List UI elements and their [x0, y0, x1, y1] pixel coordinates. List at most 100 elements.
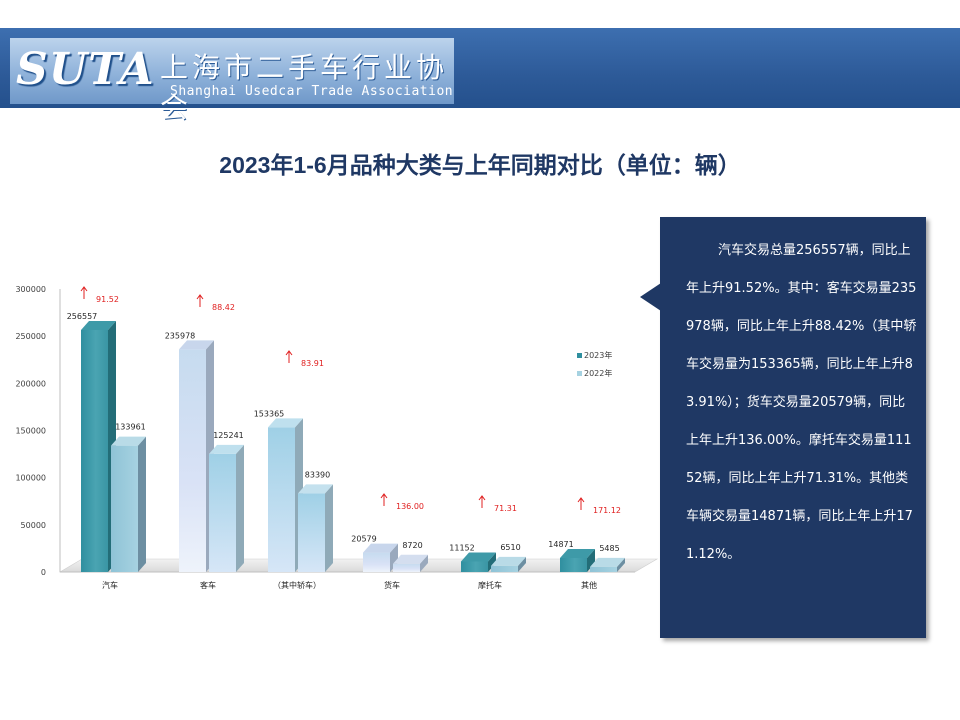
growth-label: 71.31 — [494, 504, 517, 513]
category-label: 客车 — [200, 580, 216, 590]
org-name-chinese: 上海市二手车行业协会 — [160, 51, 449, 124]
bar-2022-3 — [393, 554, 428, 572]
up-arrow-icon — [285, 350, 293, 363]
growth-label: 83.91 — [301, 359, 324, 368]
bar-2022-2-top — [298, 484, 333, 494]
bar-2022-0-front — [111, 445, 138, 572]
bar-2023-2 — [268, 418, 303, 572]
bar-2023-2-front — [268, 427, 295, 572]
bar-2022-1-front — [209, 453, 236, 572]
category-label: 其他 — [581, 580, 597, 590]
bar-2022-2 — [298, 484, 333, 572]
bar-2022-0-side — [138, 436, 146, 572]
bar-2022-1 — [209, 444, 244, 572]
y-tick-label: 150000 — [15, 427, 46, 436]
bar-2023-2-top — [268, 418, 303, 428]
bar-2023-0-top — [81, 320, 116, 330]
up-arrow-icon — [478, 495, 486, 508]
bar-2022-0 — [111, 436, 146, 572]
bar-2022-0-top — [111, 436, 146, 446]
bar-2023-0-front — [81, 329, 108, 572]
bar-2022-3-top — [393, 554, 428, 564]
bar-2023-5-side — [587, 548, 595, 572]
up-arrow-head — [80, 286, 88, 292]
up-arrow-head — [577, 497, 585, 503]
bar-2022-2-front — [298, 493, 325, 572]
category-label: 汽车 — [102, 580, 118, 590]
bar-2022-4-side — [518, 556, 526, 572]
bar-2023-4-top — [461, 552, 496, 562]
up-arrow-icon — [80, 286, 88, 299]
value-label-2023: 14871 — [548, 540, 573, 549]
category-label: 货车 — [384, 580, 400, 590]
bar-2022-1-top — [209, 444, 244, 454]
value-label-2022: 133961 — [115, 423, 146, 432]
y-tick-label: 250000 — [15, 332, 46, 341]
bar-2023-5-front — [560, 557, 587, 572]
bar-2022-1-side — [236, 444, 244, 572]
legend-swatch-2023 — [577, 353, 582, 358]
bar-2023-3-front — [363, 552, 390, 572]
y-tick-label: 100000 — [15, 474, 46, 483]
logo-wordmark: SUTA — [16, 44, 155, 95]
up-arrow-head — [285, 350, 293, 356]
value-label-2023: 20579 — [351, 535, 376, 544]
bar-2022-5 — [590, 557, 625, 572]
callout-pointer — [640, 283, 661, 311]
up-arrow-head — [196, 294, 204, 300]
legend-label-2022: 2022年 — [584, 368, 612, 378]
value-label-2023: 256557 — [67, 312, 98, 321]
bar-2022-5-side — [617, 557, 625, 572]
up-arrow-icon — [196, 294, 204, 307]
up-arrow-icon — [577, 497, 585, 510]
value-label-2022: 8720 — [402, 541, 422, 550]
value-label-2022: 6510 — [500, 543, 520, 552]
category-label: 摩托车 — [478, 580, 502, 590]
value-label-2022: 125241 — [213, 431, 244, 440]
growth-label: 88.42 — [212, 303, 235, 312]
y-tick-label: 200000 — [15, 379, 46, 388]
y-tick-label: 0 — [41, 568, 46, 577]
legend-label-2023: 2023年 — [584, 350, 612, 360]
bar-2022-5-top — [590, 557, 625, 567]
bar-2023-1-top — [179, 340, 214, 350]
bar-chart: 0 50000 100000 150000 200000 250000 300000 256… — [15, 285, 659, 590]
growth-label: 136.00 — [396, 502, 424, 511]
growth-label: 171.12 — [593, 506, 621, 515]
bar-2023-4-side — [488, 552, 496, 572]
summary-callout — [660, 217, 926, 638]
y-tick-label: 300000 — [15, 285, 46, 294]
bar-2022-2-side — [325, 484, 333, 572]
y-tick-label: 50000 — [21, 521, 46, 530]
value-label-2023: 235978 — [165, 331, 196, 340]
growth-label: 91.52 — [96, 295, 119, 304]
bar-2023-3-top — [363, 543, 398, 553]
bar-2022-3-front — [393, 563, 420, 572]
bar-2023-1 — [179, 340, 214, 572]
bar-2022-4-front — [491, 565, 518, 572]
value-label-2022: 83390 — [305, 470, 330, 479]
slide-title: 2023年1-6月品种大类与上年同期对比（单位：辆） — [219, 152, 741, 178]
bar-2023-5 — [560, 548, 595, 572]
up-arrow-icon — [380, 493, 388, 506]
bar-2023-5-top — [560, 548, 595, 558]
bar-2022-4 — [491, 556, 526, 572]
bar-2022-4-top — [491, 556, 526, 566]
value-label-2022: 5485 — [599, 544, 619, 553]
bar-2023-4 — [461, 552, 496, 572]
bar-2022-5-front — [590, 566, 617, 572]
bar-2023-1-front — [179, 349, 206, 572]
bar-2022-3-side — [420, 554, 428, 572]
bar-2023-3 — [363, 543, 398, 572]
header-banner: SUTA 上海市二手车行业协会 Shanghai Usedcar Trade A… — [0, 28, 960, 124]
up-arrow-head — [380, 493, 388, 499]
association-logo: SUTA 上海市二手车行业协会 Shanghai Usedcar Trade A… — [10, 38, 454, 124]
summary-text: 汽车交易总量256557辆，同比上年上升91.52%。其中：客车交易量23597… — [686, 243, 917, 562]
bar-2023-0 — [81, 320, 116, 572]
bar-2023-4-front — [461, 561, 488, 572]
legend-swatch-2022 — [577, 371, 582, 376]
org-name-english: Shanghai Usedcar Trade Association — [170, 84, 454, 99]
value-label-2023: 153365 — [254, 409, 285, 418]
value-label-2023: 11152 — [449, 543, 474, 552]
category-label: （其中轿车） — [273, 580, 321, 590]
